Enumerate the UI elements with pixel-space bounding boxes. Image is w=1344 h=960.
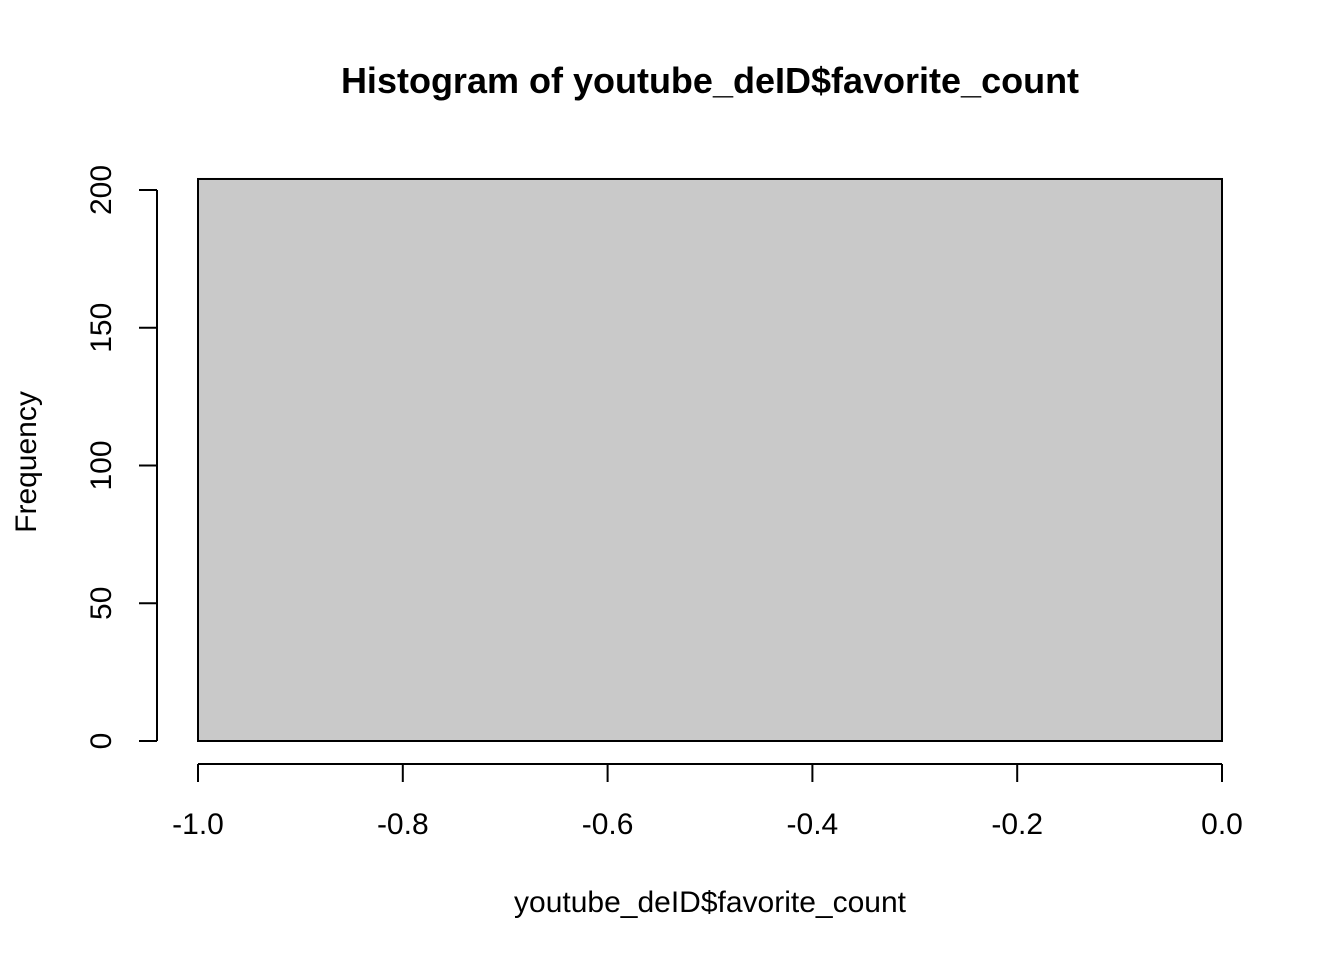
y-tick-label: 200 [85, 165, 118, 215]
x-tick-label: -0.8 [377, 808, 429, 841]
histogram-bar [197, 177, 1223, 743]
y-axis: 0 50 100 150 200 [85, 165, 158, 750]
y-tick-label: 150 [85, 303, 118, 353]
y-tick-label: 100 [85, 440, 118, 490]
x-axis-label: youtube_deID$favorite_count [514, 886, 907, 919]
x-tick-label: -0.6 [582, 808, 634, 841]
y-axis-label: Frequency [10, 391, 43, 533]
x-tick-label: -0.2 [991, 808, 1043, 841]
y-tick-label: 50 [85, 587, 118, 620]
chart-title: Histogram of youtube_deID$favorite_count [341, 60, 1079, 101]
x-tick-label: -1.0 [172, 808, 224, 841]
x-tick-label: 0.0 [1201, 808, 1243, 841]
plot-bars [197, 177, 1223, 743]
y-tick-label: 0 [85, 733, 118, 750]
x-axis: -1.0 -0.8 -0.6 -0.4 -0.2 0.0 [172, 763, 1243, 841]
x-tick-label: -0.4 [787, 808, 839, 841]
